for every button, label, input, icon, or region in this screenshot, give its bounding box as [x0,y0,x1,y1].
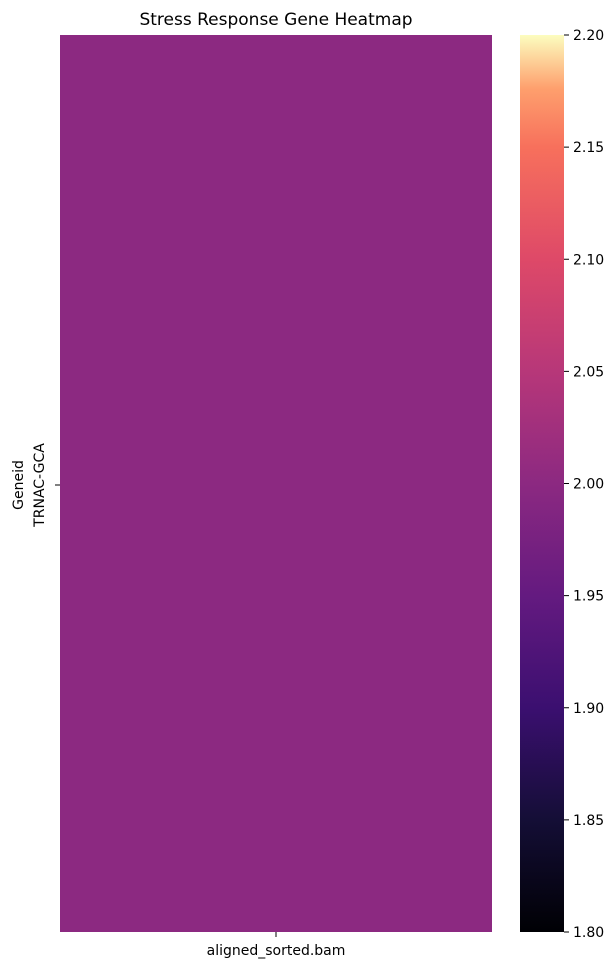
x-axis: aligned_sorted.bam [207,932,346,959]
colorbar-tick-label: 1.80 [573,925,604,941]
chart-title: Stress Response Gene Heatmap [139,10,412,30]
colorbar-tick-label: 1.90 [573,701,604,717]
x-tick-label: aligned_sorted.bam [207,943,346,959]
colorbar: 1.80 1.85 1.90 1.95 2.00 2.05 2.10 2.15 2.20 [520,28,604,941]
y-axis-label: Geneid [11,460,27,510]
colorbar-tick-label: 1.85 [573,813,604,829]
colorbar-tick-label: 2.20 [573,28,604,44]
colorbar-tick-label: 2.15 [573,140,604,156]
colorbar-ticks: 1.80 1.85 1.90 1.95 2.00 2.05 2.10 2.15 2.20 [564,28,604,941]
y-tick-label: TRNAC-GCA [32,443,48,528]
colorbar-tick-label: 2.00 [573,477,604,493]
colorbar-tick-label: 2.05 [573,364,604,380]
y-axis: Geneid TRNAC-GCA [11,443,60,528]
heatmap-cell [60,35,492,932]
colorbar-gradient [520,35,564,932]
colorbar-tick-label: 2.10 [573,252,604,268]
heatmap-cells [60,35,492,932]
colorbar-tick-label: 1.95 [573,589,604,605]
